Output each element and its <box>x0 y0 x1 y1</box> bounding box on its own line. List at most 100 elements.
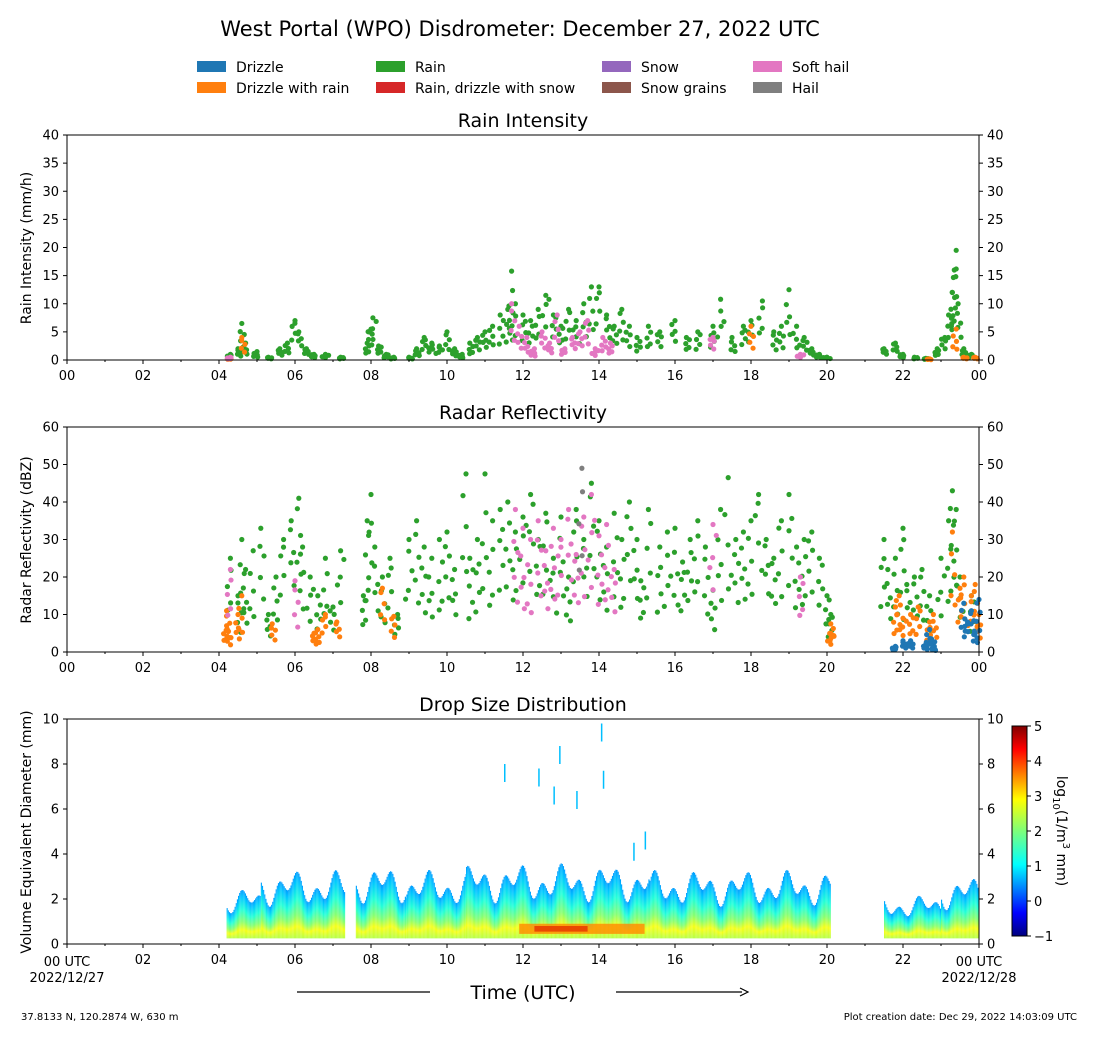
point-rain <box>725 542 731 548</box>
dsd-cell-column <box>368 886 370 939</box>
point-drizzle <box>974 635 980 641</box>
point-drizzle-with-rain <box>954 346 960 352</box>
point-rain <box>770 332 776 338</box>
point-rain <box>669 321 675 328</box>
point-rain <box>901 568 907 574</box>
point-rain <box>546 296 552 302</box>
point-rain <box>446 337 452 343</box>
point-soft-hail <box>572 346 578 352</box>
dsd-cell-column <box>581 883 583 939</box>
dsd-cell-column <box>297 871 299 939</box>
dsd-outlier <box>600 723 603 742</box>
point-rain <box>932 352 939 358</box>
point-rain <box>952 305 958 311</box>
x-tick-label: 10 <box>439 661 456 676</box>
point-rain <box>610 326 616 332</box>
dsd-cell-column <box>610 878 612 939</box>
dsd-cell-column <box>328 891 330 939</box>
point-rain <box>626 499 633 505</box>
point-rain <box>809 529 815 535</box>
dsd-cell-column <box>500 888 502 939</box>
dsd-cell-column <box>891 913 894 939</box>
point-drizzle-with-rain <box>930 618 936 624</box>
point-rain <box>794 345 800 351</box>
point-rain <box>786 314 793 320</box>
point-rain <box>497 537 503 544</box>
dsd-cell-column <box>451 895 454 939</box>
dsd-cell-column <box>244 893 246 939</box>
point-soft-hail <box>611 566 617 573</box>
dsd-cell-column <box>694 872 696 939</box>
point-soft-hail <box>602 597 608 603</box>
point-rain <box>402 596 409 602</box>
dsd-cell-column <box>717 903 720 939</box>
point-soft-hail <box>518 584 524 590</box>
dsd-cell-column <box>236 899 238 939</box>
point-rain <box>282 348 288 355</box>
dsd-cell-column <box>968 887 970 939</box>
xtick-start-date: 2022/12/27 <box>30 971 105 986</box>
dsd-cell-column <box>821 880 823 939</box>
point-rain <box>681 592 688 598</box>
point-rain <box>387 555 393 561</box>
y-tick-label-left: 35 <box>42 157 59 172</box>
point-drizzle-with-rain <box>961 574 967 580</box>
dsd-cell-column <box>256 896 258 939</box>
point-rain <box>534 591 540 598</box>
dsd-cell-column <box>706 884 708 939</box>
figure-title: West Portal (WPO) Disdrometer: December … <box>220 17 820 41</box>
y-tick-label-right: 30 <box>987 185 1004 200</box>
dsd-cell-column <box>255 898 257 939</box>
dsd-cell-column <box>281 882 283 939</box>
point-soft-hail <box>586 327 592 333</box>
dsd-cell-column <box>415 891 417 939</box>
dsd-cell-column <box>919 896 921 939</box>
dsd-cell-column <box>386 876 388 939</box>
point-rain <box>581 536 587 543</box>
point-soft-hail <box>612 609 618 615</box>
point-rain <box>816 578 822 585</box>
dsd-cell-column <box>442 893 444 939</box>
point-rain <box>938 336 945 342</box>
dsd-cell-column <box>797 893 799 939</box>
dsd-cell-column <box>638 880 640 939</box>
dsd-cell-column <box>456 903 458 939</box>
point-rain <box>543 292 549 298</box>
dsd-cell-column <box>608 882 610 939</box>
dsd-cell-column <box>390 871 392 939</box>
dsd-cell-column <box>806 889 808 939</box>
dsd-cell-column <box>647 883 649 939</box>
dsd-cell-column <box>829 883 831 939</box>
dsd-cell-column <box>441 896 443 939</box>
point-rain <box>490 323 496 329</box>
point-rain <box>476 561 482 567</box>
y-tick-label-left: 20 <box>42 571 59 586</box>
point-rain <box>958 320 964 326</box>
point-rain <box>520 514 526 520</box>
point-rain <box>821 354 827 361</box>
point-drizzle-with-rain <box>224 638 230 644</box>
dsd-cell-column <box>779 890 781 939</box>
point-rain <box>624 514 630 520</box>
point-rain <box>327 608 333 614</box>
dsd-cell-column <box>527 881 529 939</box>
point-soft-hail <box>524 601 530 607</box>
point-drizzle-with-rain <box>239 629 246 635</box>
point-rain <box>261 553 267 559</box>
point-rain <box>658 334 664 340</box>
point-rain <box>695 518 701 524</box>
dsd-cell-column <box>713 887 715 939</box>
dsd-cell-column <box>747 872 749 939</box>
point-soft-hail <box>535 570 541 576</box>
point-rain <box>951 558 957 564</box>
point-rain <box>526 330 532 336</box>
dsd-cell-column <box>420 892 422 939</box>
point-soft-hail <box>228 577 234 583</box>
point-rain <box>786 491 792 498</box>
dsd-heatmap <box>226 723 979 939</box>
point-rain <box>712 605 718 611</box>
point-rain <box>581 301 587 307</box>
point-drizzle-with-rain <box>235 611 241 618</box>
dsd-cell-column <box>488 885 490 939</box>
dsd-cell-column <box>551 892 553 939</box>
